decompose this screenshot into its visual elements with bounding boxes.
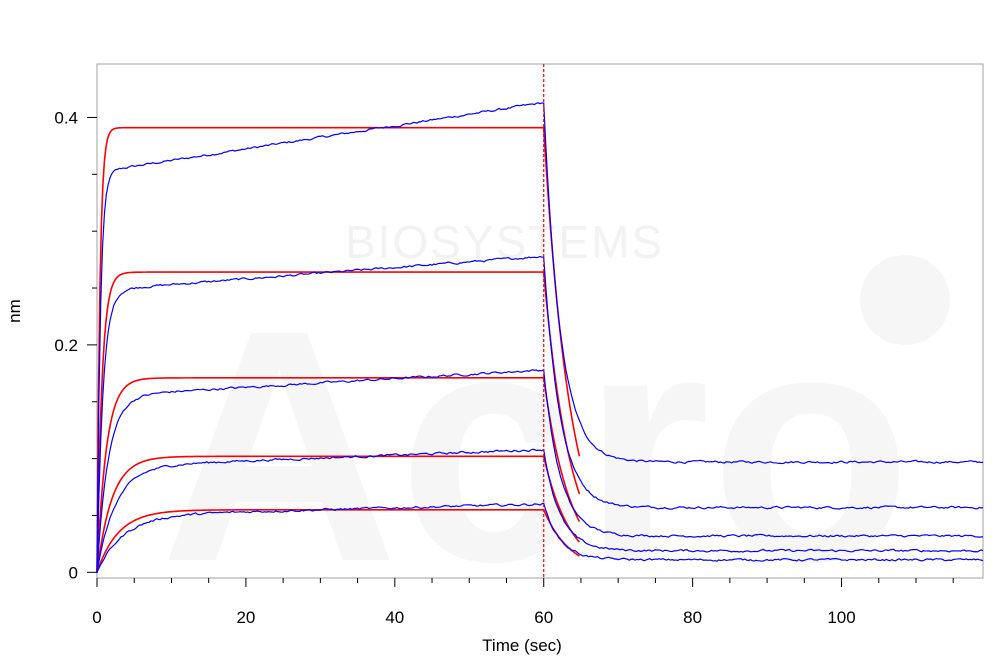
x-tick-label: 60 (534, 608, 553, 627)
watermark: Acro BIOSYSTEMS (160, 216, 950, 630)
y-tick-labels: 0 0.2 0.4 (54, 108, 78, 582)
y-tick-label: 0.2 (54, 336, 78, 355)
x-tick-label: 0 (92, 608, 101, 627)
fit-series-4 (96, 455, 581, 573)
measured-curves (96, 102, 984, 574)
fit-series-3 (96, 377, 581, 573)
fit-series-1 (96, 126, 581, 573)
axis-ticks (87, 116, 954, 587)
x-tick-labels: 0 20 40 60 80 100 (92, 608, 855, 627)
y-tick-label: 0 (69, 563, 78, 582)
y-tick-label: 0.4 (54, 108, 78, 127)
measured-series-2 (96, 255, 984, 574)
x-tick-label: 20 (236, 608, 255, 627)
fit-series-2 (96, 271, 581, 573)
y-axis-title: nm (5, 299, 24, 323)
measured-series-3 (96, 368, 984, 573)
watermark-text: BIOSYSTEMS (345, 216, 664, 268)
measured-series-5 (96, 502, 984, 572)
measured-series-4 (96, 448, 984, 573)
watermark-dot (860, 255, 950, 345)
x-tick-label: 80 (683, 608, 702, 627)
x-tick-label: 40 (385, 608, 404, 627)
x-tick-label: 100 (827, 608, 855, 627)
watermark-logo: Acro (160, 261, 912, 630)
plot-frame (96, 63, 984, 579)
x-axis-title: Time (sec) (482, 636, 562, 655)
measured-series-1 (96, 102, 984, 573)
